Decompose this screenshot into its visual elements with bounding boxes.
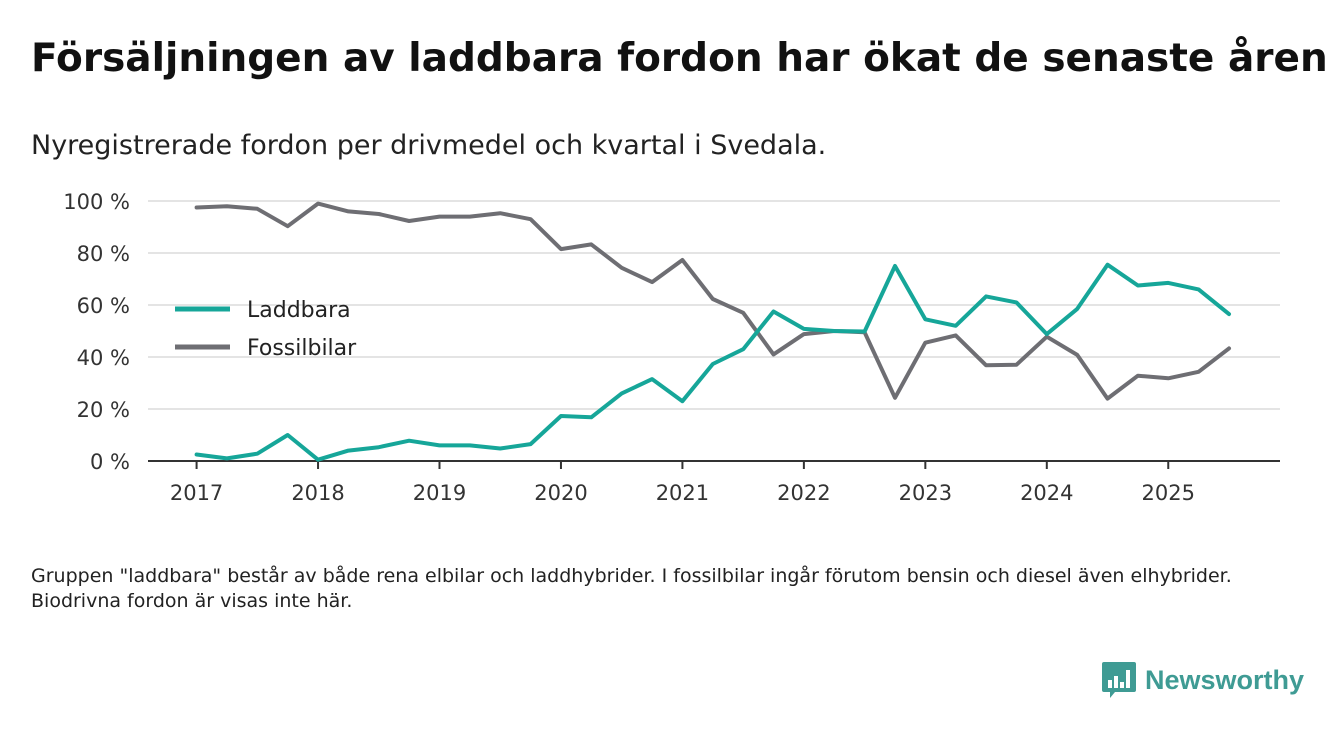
x-tick-label: 2025: [1142, 481, 1195, 505]
x-tick-label: 2024: [1020, 481, 1073, 505]
x-tick-label: 2017: [170, 481, 223, 505]
y-tick-label: 20 %: [77, 398, 130, 422]
y-tick-label: 0 %: [90, 450, 130, 474]
series-line-fossilbilar: [194, 201, 1231, 401]
grid-layer: [148, 200, 1280, 462]
chart-title: Försäljningen av laddbara fordon har öka…: [31, 36, 1328, 81]
x-tick-label: 2023: [899, 481, 952, 505]
x-tick-label: 2021: [656, 481, 709, 505]
series-line-laddbara: [194, 262, 1231, 462]
chart-subtitle: Nyregistrerade fordon per drivmedel och …: [31, 130, 827, 161]
x-tick-label: 2018: [291, 481, 344, 505]
x-tick-label: 2019: [413, 481, 466, 505]
legend-label-fossilbilar: Fossilbilar: [247, 336, 357, 361]
bar-chart-speech-bubble-icon: [1102, 662, 1136, 698]
y-tick-label: 40 %: [77, 346, 130, 370]
newsworthy-logo: Newsworthy: [1101, 660, 1304, 700]
y-tick-label: 60 %: [77, 294, 130, 318]
x-tick-label: 2020: [534, 481, 587, 505]
y-axis-ticks: 0 % 20 % 40 % 60 % 80 % 100 %: [63, 190, 130, 474]
legend-label-laddbara: Laddbara: [247, 298, 351, 323]
y-tick-label: 100 %: [63, 190, 130, 214]
line-chart: 0 % 20 % 40 % 60 % 80 % 100 % 2017 2018 2019 202…: [63, 190, 1280, 505]
x-axis-ticks: 2017 2018 2019 2020 2021 2022 2023 2024 2025: [170, 461, 1195, 505]
x-tick-label: 2022: [777, 481, 830, 505]
footnote: Gruppen "laddbara" består av både rena e…: [31, 565, 1232, 612]
brand-name: Newsworthy: [1145, 664, 1305, 695]
y-tick-label: 80 %: [77, 242, 130, 266]
series-layer: [194, 201, 1231, 462]
legend: Laddbara Fossilbilar: [175, 298, 357, 361]
